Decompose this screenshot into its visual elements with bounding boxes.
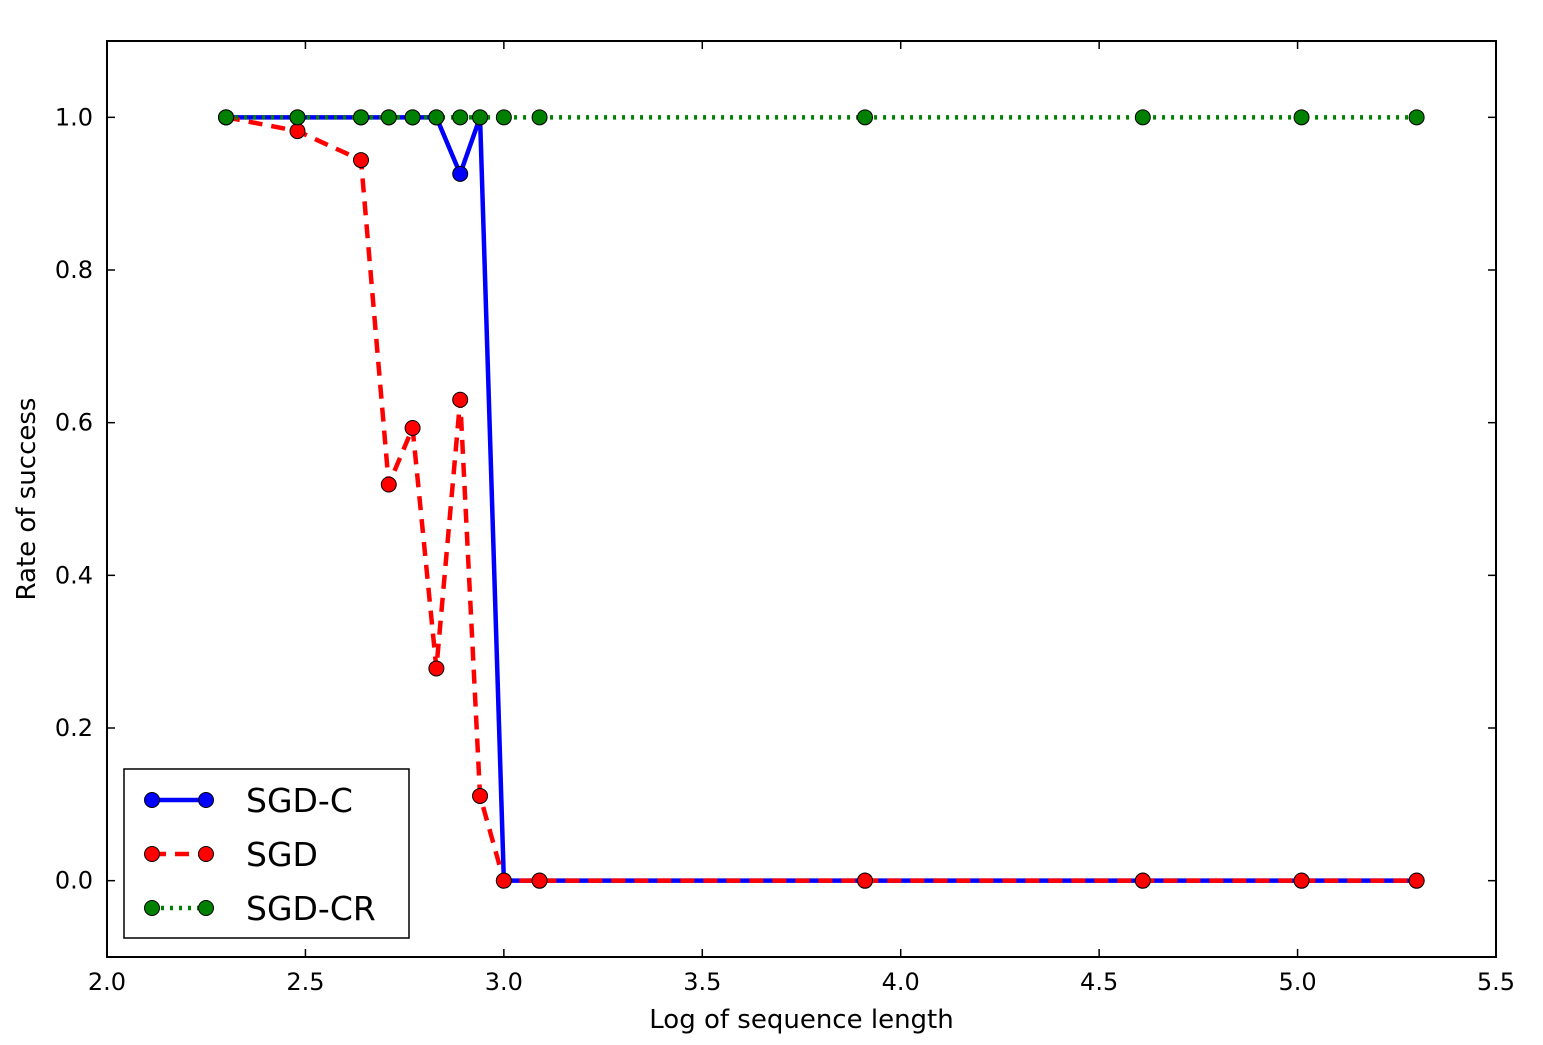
legend-marker-sgd <box>144 846 160 862</box>
legend-marker-sgd-cr <box>144 900 160 916</box>
legend: SGD-C SGD SGD-CR <box>123 768 410 939</box>
data-point-sgd-cr <box>404 109 421 126</box>
data-point-sgd-cr <box>1408 109 1425 126</box>
data-series <box>218 109 1425 889</box>
data-point-sgd-cr <box>1134 109 1151 126</box>
y-tick-label: 0.4 <box>55 561 93 589</box>
tick-labels: 2.0 2.5 3.0 3.5 4.0 4.5 5.0 5.5 0.0 0.2 0.4 0.6 0.8 1… <box>55 103 1515 996</box>
legend-label-sgd: SGD <box>246 835 318 874</box>
legend-marker-sgd-c <box>198 792 214 808</box>
data-point-sgd <box>1293 872 1310 889</box>
data-point-sgd <box>428 660 445 677</box>
data-point-sgd <box>495 872 512 889</box>
y-tick-label: 0.6 <box>55 409 93 437</box>
data-point-sgd-cr <box>452 109 469 126</box>
data-point-sgd-cr <box>380 109 397 126</box>
legend-marker-sgd-cr <box>198 900 214 916</box>
legend-label-sgd-cr: SGD-CR <box>246 889 376 928</box>
data-point-sgd <box>472 787 489 804</box>
x-tick-label: 3.5 <box>683 968 721 996</box>
x-axis-label: Log of sequence length <box>649 1005 953 1035</box>
x-tick-label: 2.0 <box>88 968 126 996</box>
data-point-sgd-cr <box>495 109 512 126</box>
data-point-sgd <box>289 123 306 140</box>
legend-label-sgd-c: SGD-C <box>246 781 353 820</box>
data-point-sgd-cr <box>428 109 445 126</box>
plot-frame <box>106 40 1497 958</box>
data-point-sgd <box>1408 872 1425 889</box>
y-tick-label: 0.2 <box>55 714 93 742</box>
data-point-sgd <box>380 476 397 493</box>
x-tick-label: 4.0 <box>882 968 920 996</box>
data-point-sgd-cr <box>352 109 369 126</box>
x-tick-label: 5.5 <box>1477 968 1515 996</box>
data-point-sgd-cr <box>1293 109 1310 126</box>
data-point-sgd-c <box>452 165 469 182</box>
data-point-sgd-cr <box>289 109 306 126</box>
data-point-sgd <box>452 391 469 408</box>
data-point-sgd-cr <box>857 109 873 126</box>
data-point-sgd-cr <box>531 109 548 126</box>
x-tick-label: 3.0 <box>485 968 523 996</box>
data-point-sgd-cr <box>218 109 235 126</box>
data-point-sgd-cr <box>472 109 489 126</box>
y-axis-label: Rate of success <box>12 398 42 601</box>
data-point-sgd <box>1134 872 1151 889</box>
series-line-sgd <box>225 115 1417 883</box>
y-tick-label: 1.0 <box>55 103 93 131</box>
y-tick-label: 0.8 <box>55 256 93 284</box>
x-tick-label: 5.0 <box>1278 968 1316 996</box>
x-tick-label: 4.5 <box>1080 968 1118 996</box>
data-point-sgd <box>857 872 873 889</box>
x-tick-label: 2.5 <box>286 968 324 996</box>
data-point-sgd <box>352 152 369 169</box>
legend-marker-sgd-c <box>144 792 160 808</box>
data-point-sgd <box>531 872 548 889</box>
data-point-sgd <box>404 420 421 437</box>
legend-marker-sgd <box>198 846 214 862</box>
y-tick-label: 0.0 <box>55 867 93 895</box>
